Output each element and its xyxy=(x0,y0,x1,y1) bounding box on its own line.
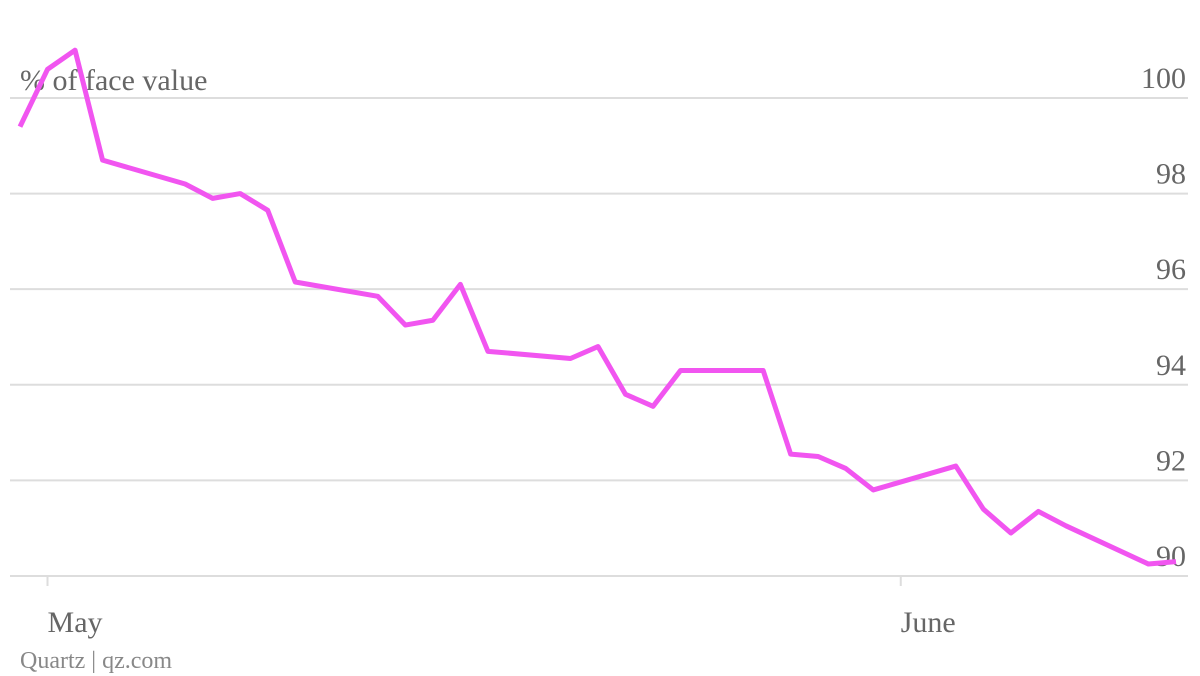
y-tick-label: 100 xyxy=(1141,62,1186,95)
y-tick-label: 90 xyxy=(1156,540,1186,573)
x-tick-label: May xyxy=(48,606,103,639)
data-line xyxy=(17,47,1177,567)
y-tick-label: 94 xyxy=(1156,349,1186,382)
y-tick-label: 92 xyxy=(1156,444,1186,477)
x-tick-label: June xyxy=(901,606,956,639)
y-tick-label: 96 xyxy=(1156,253,1186,286)
y-tick-label: 98 xyxy=(1156,158,1186,191)
source: Quartz | qz.com xyxy=(20,648,172,674)
